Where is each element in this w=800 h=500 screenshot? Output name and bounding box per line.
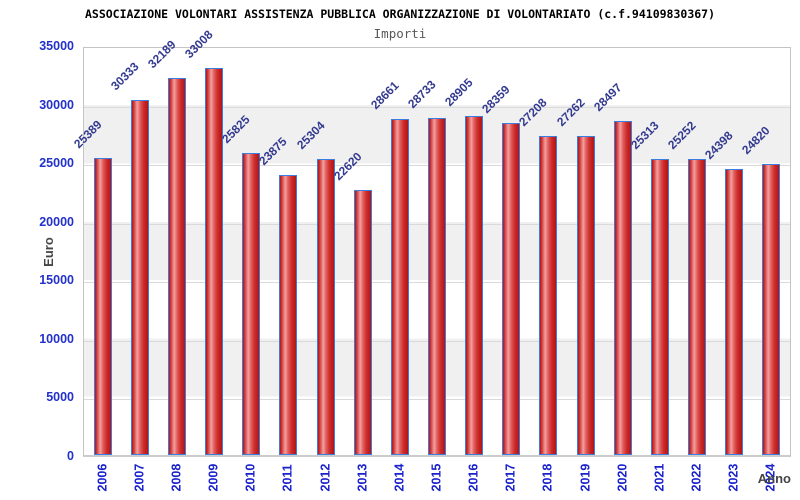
bar-group: 32189 2008 [145,37,195,492]
bar-group: 28359 2017 [479,48,530,492]
chart-subtitle: Importi [373,26,427,41]
y-axis: 0 5000 10000 15000 20000 25000 30000 35000 [0,39,74,463]
bar [502,122,521,455]
y-axis-title: Euro [41,237,56,267]
x-tick-label: 2012 [318,463,333,492]
bar [130,99,149,455]
bar-group: 25304 2012 [294,48,344,492]
gridline [84,106,790,108]
bar-group: 27262 2019 [554,48,604,492]
bar [242,152,261,455]
bar [762,164,781,455]
bar-group: 30333 2007 [108,48,158,492]
x-tick-label: 2011 [280,464,295,492]
x-tick-label: 2023 [726,463,741,492]
x-tick-label: 2007 [132,463,147,492]
x-tick-label: 2009 [206,463,221,492]
bar-group: 22620 2013 [331,48,381,492]
chart-title: ASSOCIAZIONE VOLONTARI ASSISTENZA PUBBLI… [84,7,716,21]
bar-group: 25389 2006 [71,48,121,492]
y-tick-label: 30000 [39,97,74,112]
bar [465,116,484,455]
bar [353,190,372,455]
y-tick-label: 0 [67,449,74,463]
y-tick-label: 5000 [46,390,74,405]
x-tick-label: 2017 [503,463,518,492]
x-tick-label: 2010 [243,463,258,492]
bar [390,119,409,455]
bar-value-label: 25389 [70,117,105,151]
y-tick-label: 25000 [39,156,74,171]
bar [167,77,186,455]
x-tick-label: 2018 [540,463,555,492]
bar-group: 23875 2011 [256,48,307,492]
y-tick-label: 35000 [39,39,74,53]
bar [688,159,707,455]
bar [316,158,335,455]
x-tick-label: 2008 [169,463,184,492]
y-tick-label: 15000 [39,273,74,288]
bar-slots: 25389 2006 30333 2007 32189 2008 33008 2009 2582… [71,28,790,492]
bar-group: 33008 2009 [182,28,232,492]
x-axis-title: Anno [757,471,791,486]
x-tick-label: 2016 [466,463,481,492]
x-tick-label: 2014 [392,463,407,492]
bar-group: 28661 2014 [368,48,418,492]
bar [539,136,558,455]
bar-group: 25825 2010 [219,48,270,492]
bar [650,158,669,455]
bar [93,157,112,455]
x-tick-label: 2021 [652,463,667,492]
bar [576,135,595,455]
y-tick-label: 20000 [39,214,74,229]
bar [205,68,224,455]
bar-group: 25313 2021 [628,48,678,492]
bar-group: 27208 2018 [517,48,567,492]
x-tick-label: 2015 [429,463,444,492]
bar [279,175,298,455]
x-tick-label: 2019 [578,463,593,492]
x-tick-label: 2022 [689,463,704,492]
bar [613,121,632,455]
x-tick-label: 2006 [95,463,110,492]
bar-group: 28733 2015 [405,48,455,492]
bar-group: 28497 2020 [591,48,641,492]
bar [427,118,446,455]
plot-area: 25389 2006 30333 2007 32189 2008 33008 2009 2582… [71,28,791,492]
bar [725,169,744,455]
bar-group: 28905 2016 [442,48,493,492]
x-tick-label: 2020 [615,463,630,492]
x-tick-label: 2013 [355,463,370,492]
bar-group: 25252 2022 [665,48,716,492]
bar-group: 24820 2024 [739,48,790,492]
y-tick-label: 10000 [39,331,74,346]
bar-group: 24398 2023 [702,48,753,492]
